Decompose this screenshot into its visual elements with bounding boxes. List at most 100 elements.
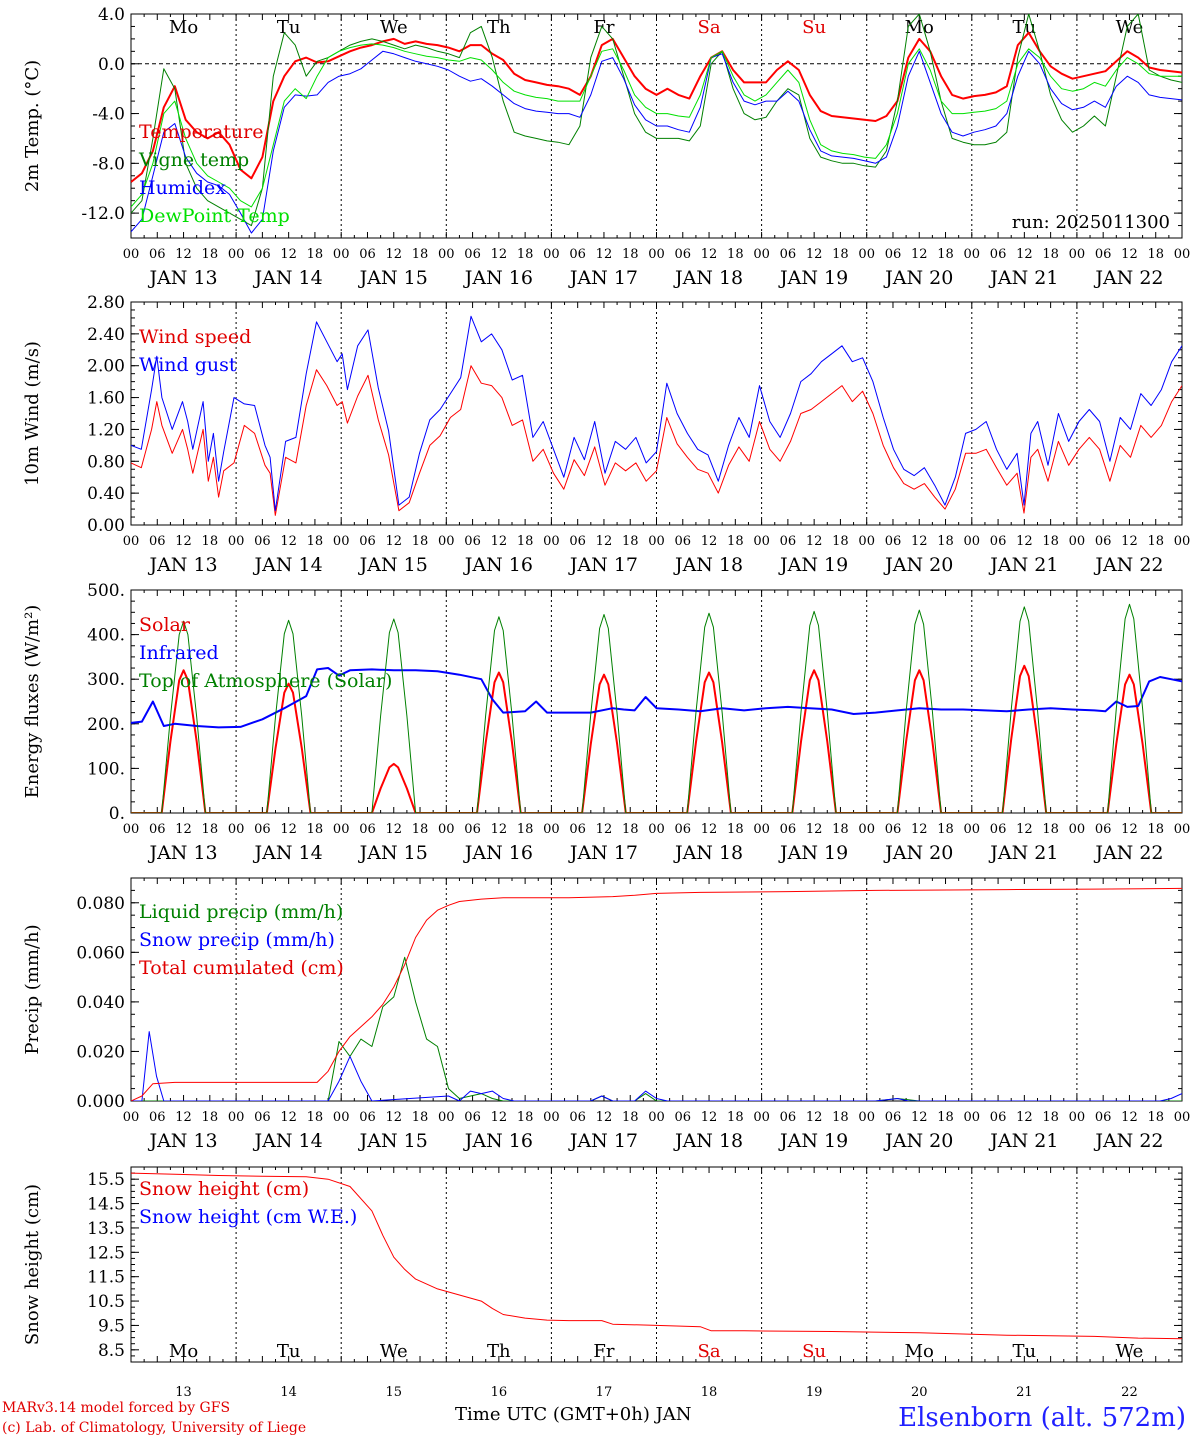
x-hour-label: 06 bbox=[675, 822, 692, 837]
date-label: 21 bbox=[1016, 1385, 1033, 1400]
date-label: 19 bbox=[806, 1385, 823, 1400]
x-hour-label: 18 bbox=[727, 822, 744, 837]
x-hour-label: 06 bbox=[675, 534, 692, 549]
y-tick-label: 15.5 bbox=[87, 1170, 125, 1190]
x-hour-label: 18 bbox=[832, 247, 849, 262]
x-day-label: JAN 15 bbox=[358, 267, 428, 289]
x-hour-label: 00 bbox=[438, 822, 455, 837]
legend-entry: Snow height (cm) bbox=[139, 1178, 309, 1200]
x-hour-label: 12 bbox=[280, 1110, 297, 1125]
x-day-label: JAN 21 bbox=[988, 267, 1058, 289]
x-day-label: JAN 17 bbox=[568, 842, 638, 864]
x-hour-label: 12 bbox=[491, 247, 508, 262]
x-hour-label: 18 bbox=[1042, 247, 1059, 262]
date-label: 18 bbox=[701, 1385, 718, 1400]
weekday-label: Mo bbox=[905, 17, 934, 38]
x-hour-label: 00 bbox=[648, 1110, 665, 1125]
weekday-label: Fr bbox=[593, 17, 614, 38]
series-line-wind-speed bbox=[131, 365, 1182, 516]
y-tick-label: 8.5 bbox=[98, 1341, 125, 1361]
x-hour-label: 06 bbox=[359, 1110, 376, 1125]
series-group bbox=[131, 1172, 1182, 1340]
weekday-label: We bbox=[1116, 1341, 1144, 1362]
weekday-label: Mo bbox=[169, 1341, 198, 1362]
y-tick-label: 11.5 bbox=[87, 1268, 125, 1288]
x-hour-label: 06 bbox=[254, 534, 271, 549]
weekday-label: Mo bbox=[169, 17, 198, 38]
x-hour-label: 00 bbox=[753, 534, 770, 549]
x-hour-label: 06 bbox=[1095, 822, 1112, 837]
x-day-label: JAN 21 bbox=[988, 1130, 1058, 1152]
x-hour-label: 00 bbox=[123, 247, 140, 262]
x-day-label: JAN 13 bbox=[147, 842, 217, 864]
legend-entry: Vigne temp bbox=[138, 149, 249, 171]
date-label: 14 bbox=[280, 1385, 297, 1400]
x-hour-label: 06 bbox=[254, 1110, 271, 1125]
legend-entry: Wind speed bbox=[139, 326, 251, 348]
x-hour-label: 00 bbox=[1174, 1110, 1191, 1125]
x-hour-label: 18 bbox=[727, 1110, 744, 1125]
x-hour-label: 12 bbox=[491, 534, 508, 549]
x-hour-label: 06 bbox=[464, 1110, 481, 1125]
x-day-label: JAN 17 bbox=[568, 267, 638, 289]
y-tick-label: 0.0 bbox=[98, 55, 125, 75]
x-hour-label: 12 bbox=[701, 1110, 718, 1125]
x-hour-label: 06 bbox=[1095, 534, 1112, 549]
credit-line-2: (c) Lab. of Climatology, University of L… bbox=[2, 1420, 307, 1436]
legend-entry: Temperature bbox=[139, 121, 263, 143]
y-tick-label: 14.5 bbox=[87, 1195, 125, 1215]
series-line-vigne-temp bbox=[131, 14, 1182, 227]
x-hour-label: 12 bbox=[280, 822, 297, 837]
x-hour-label: 18 bbox=[622, 247, 639, 262]
y-axis-label: Energy fluxes (W/m²) bbox=[22, 605, 43, 799]
x-hour-label: 18 bbox=[1147, 822, 1164, 837]
x-hour-label: 18 bbox=[307, 822, 324, 837]
legend-entry: DewPoint Temp bbox=[139, 205, 290, 227]
legend-entry: Solar bbox=[139, 614, 191, 636]
x-hour-label: 12 bbox=[911, 1110, 928, 1125]
x-hour-label: 06 bbox=[780, 1110, 797, 1125]
x-day-label: JAN 15 bbox=[358, 554, 428, 576]
x-day-label: JAN 22 bbox=[1093, 267, 1163, 289]
x-day-label: JAN 20 bbox=[883, 267, 953, 289]
x-hour-label: 12 bbox=[280, 247, 297, 262]
x-hour-label: 06 bbox=[780, 247, 797, 262]
x-hour-label: 00 bbox=[123, 534, 140, 549]
x-day-label: JAN 19 bbox=[778, 267, 848, 289]
legend-entry: Infrared bbox=[139, 642, 219, 664]
x-hour-label: 12 bbox=[1016, 534, 1033, 549]
x-hour-label: 18 bbox=[307, 247, 324, 262]
y-tick-label: 400. bbox=[87, 626, 125, 646]
y-tick-label: 4.0 bbox=[98, 5, 125, 25]
y-axis-label: Precip (mm/h) bbox=[22, 924, 43, 1054]
x-hour-label: 18 bbox=[1147, 247, 1164, 262]
x-day-label: JAN 13 bbox=[147, 1130, 217, 1152]
x-hour-label: 18 bbox=[1147, 534, 1164, 549]
weekday-label: We bbox=[380, 17, 408, 38]
series-group bbox=[131, 603, 1182, 813]
legend-entry: Total cumulated (cm) bbox=[139, 957, 344, 979]
y-tick-label: 300. bbox=[87, 670, 125, 690]
y-tick-label: -4.0 bbox=[92, 105, 125, 125]
x-hour-label: 12 bbox=[491, 822, 508, 837]
x-hour-label: 00 bbox=[858, 1110, 875, 1125]
x-hour-label: 00 bbox=[964, 534, 981, 549]
x-hour-label: 18 bbox=[622, 1110, 639, 1125]
x-day-label: JAN 14 bbox=[253, 554, 323, 576]
panel-precip: 0.080 0.060 0.040 0.020 0.000 Precip (mm/h) 00… bbox=[22, 877, 1191, 1152]
weekday-label: Th bbox=[487, 17, 511, 38]
x-hour-label: 18 bbox=[517, 534, 534, 549]
x-hour-label: 18 bbox=[1042, 1110, 1059, 1125]
x-day-label: JAN 19 bbox=[778, 554, 848, 576]
x-hour-label: 18 bbox=[727, 247, 744, 262]
weekday-label: Sa bbox=[698, 1341, 721, 1362]
x-hour-label: 12 bbox=[596, 822, 613, 837]
x-hour-label: 12 bbox=[1121, 534, 1138, 549]
x-hour-label: 06 bbox=[254, 247, 271, 262]
legend-entry: Snow precip (mm/h) bbox=[139, 929, 335, 951]
y-tick-label: 0.020 bbox=[76, 1042, 125, 1062]
x-hour-label: 12 bbox=[175, 822, 192, 837]
x-hour-label: 06 bbox=[359, 247, 376, 262]
x-day-label: JAN 16 bbox=[463, 1130, 533, 1152]
y-tick-label: 0.40 bbox=[87, 484, 125, 504]
